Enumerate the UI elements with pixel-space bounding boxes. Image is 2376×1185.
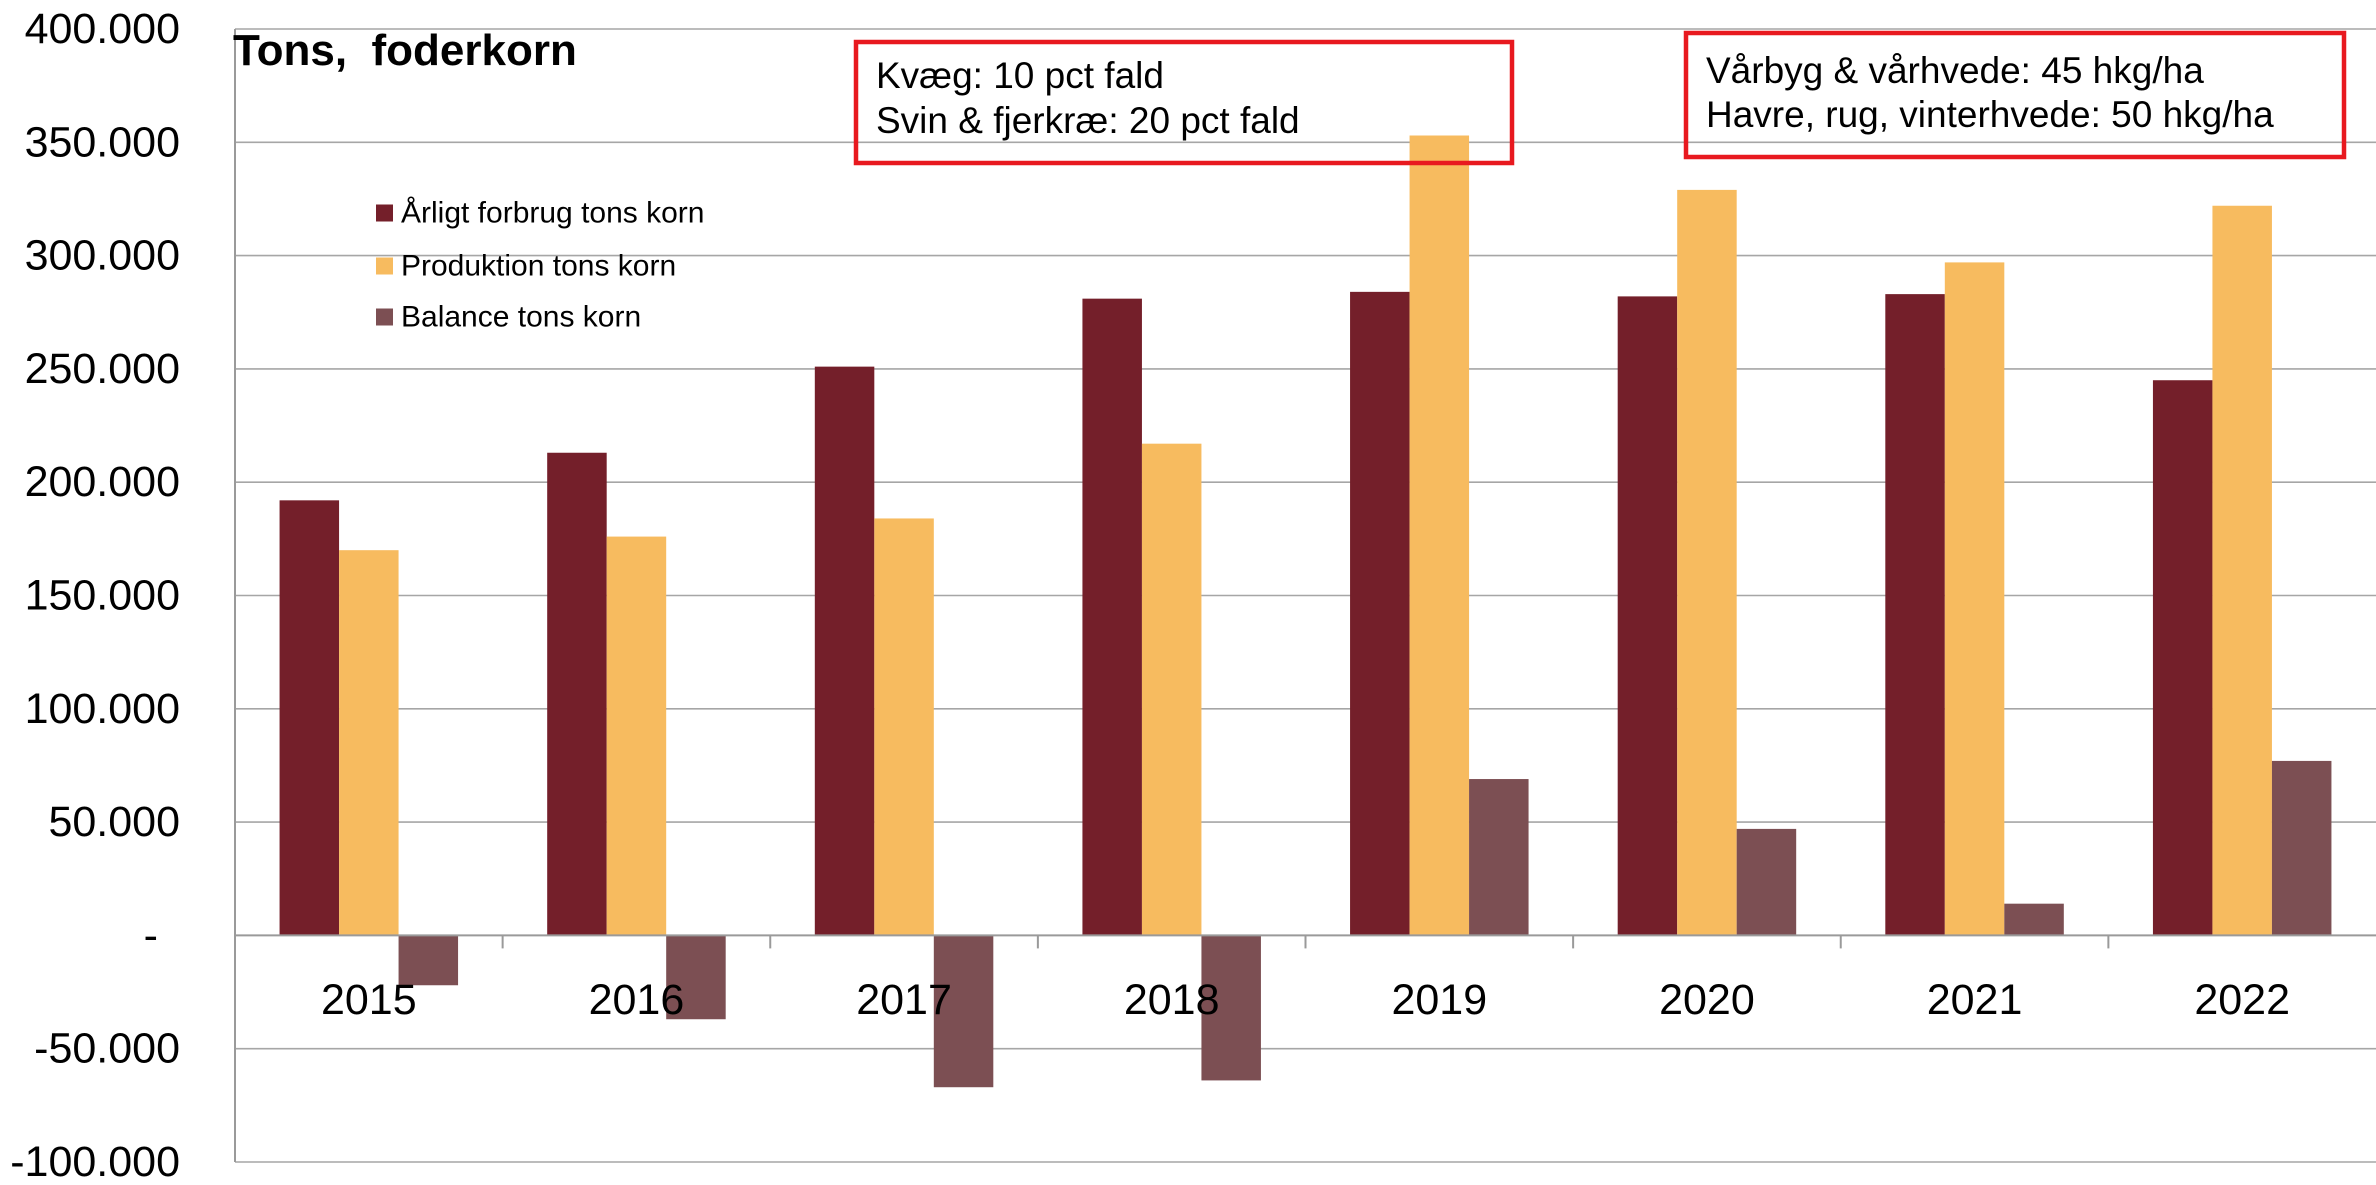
bar-forbrug-2021 — [1885, 294, 1945, 936]
legend-label: Produktion tons korn — [401, 250, 676, 283]
bar-produktion-2021 — [1944, 262, 2005, 936]
legend-item-balance: Balance tons korn — [376, 301, 641, 334]
bar-produktion-2016 — [606, 536, 667, 936]
bar-produktion-2022 — [2212, 205, 2272, 936]
y-tick-label: - — [144, 911, 158, 959]
x-tick-label: 2022 — [2194, 976, 2290, 1024]
category-axis — [235, 934, 2376, 949]
bar-balance-2021 — [2004, 903, 2064, 936]
annotation-feed-reduction: Kvæg: 10 pct fald Svin & fjerkræ: 20 pct… — [853, 39, 1515, 166]
y-tick-label: 100.000 — [25, 685, 180, 733]
y-tick-label: 300.000 — [25, 232, 180, 280]
x-tick-label: 2018 — [1124, 976, 1220, 1024]
y-tick-label: -50.000 — [34, 1025, 180, 1073]
bar-balance-2022 — [2271, 760, 2332, 936]
x-tick-label: 2020 — [1659, 976, 1755, 1024]
x-tick-label: 2017 — [856, 976, 952, 1024]
bar-balance-2019 — [1469, 779, 1529, 936]
y-tick-label: 150.000 — [25, 572, 180, 620]
x-tick-labels: 2015 2016 2017 2018 2019 2020 2021 2022 — [321, 976, 2290, 1024]
y-tick-label: 50.000 — [48, 798, 180, 846]
annotation-box — [853, 39, 1515, 166]
bar-forbrug-2015 — [279, 500, 340, 936]
legend-item-forbrug: Årligt forbrug tons korn — [376, 197, 704, 230]
bar-produktion-2017 — [874, 518, 934, 936]
annotation-line: Vårbyg & vårhvede: 45 hkg/ha — [1706, 50, 2204, 91]
annotation-yield: Vårbyg & vårhvede: 45 hkg/ha Havre, rug,… — [1683, 30, 2347, 160]
legend-item-produktion: Produktion tons korn — [376, 250, 676, 283]
bar-produktion-2020 — [1677, 189, 1737, 936]
bar-balance-2016 — [666, 935, 726, 1020]
annotation-line: Havre, rug, vinterhvede: 50 hkg/ha — [1706, 94, 2274, 135]
bar-balance-2017 — [933, 935, 994, 1088]
legend-label: Årligt forbrug tons korn — [401, 197, 704, 230]
bars — [279, 135, 2332, 1088]
bar-produktion-2019 — [1409, 135, 1470, 936]
bar-balance-2015 — [398, 935, 459, 986]
bar-forbrug-2016 — [547, 452, 607, 936]
legend-label: Balance tons korn — [401, 301, 641, 334]
y-tick-label: 200.000 — [25, 458, 180, 506]
y-tick-labels: 400.000 350.000 300.000 250.000 200.000 150.0… — [10, 5, 180, 1185]
legend-swatch — [376, 308, 393, 326]
annotation-box — [1683, 30, 2347, 160]
bar-balance-2018 — [1201, 935, 1261, 1081]
annotation-line: Kvæg: 10 pct fald — [876, 55, 1164, 96]
legend-swatch — [376, 204, 393, 222]
bar-forbrug-2018 — [1082, 298, 1142, 936]
legend: Årligt forbrug tons korn Produktion tons… — [376, 197, 704, 334]
x-tick-label: 2016 — [589, 976, 685, 1024]
annotation-line: Svin & fjerkræ: 20 pct fald — [876, 100, 1300, 141]
legend-swatch — [376, 257, 393, 275]
x-tick-label: 2021 — [1927, 976, 2023, 1024]
bar-forbrug-2022 — [2152, 380, 2213, 936]
y-tick-label: 250.000 — [25, 345, 180, 393]
bar-produktion-2015 — [339, 550, 399, 936]
bar-forbrug-2017 — [814, 366, 875, 936]
bar-forbrug-2019 — [1350, 291, 1410, 936]
bar-balance-2020 — [1736, 828, 1797, 936]
y-tick-label: 350.000 — [25, 118, 180, 166]
x-tick-label: 2015 — [321, 976, 417, 1024]
bar-produktion-2018 — [1141, 443, 1202, 936]
chart-title: Tons, foderkorn — [233, 26, 577, 75]
bar-forbrug-2020 — [1617, 296, 1678, 936]
y-tick-label: 400.000 — [25, 5, 180, 53]
x-tick-label: 2019 — [1391, 976, 1487, 1024]
y-tick-label: -100.000 — [10, 1138, 180, 1185]
